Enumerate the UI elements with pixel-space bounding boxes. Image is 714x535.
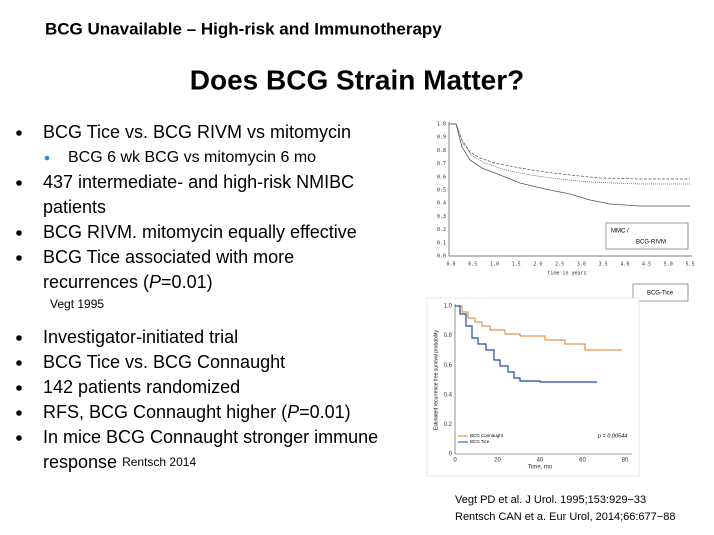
y-tick-label: 0.0 [437,254,446,260]
figure-2: BCG Connaught BCG Tice p = 0.00544 Time,… [426,297,640,477]
bullet-text: BCG Tice vs. BCG RIVM vs mitomycin [43,122,351,142]
text-run: P [149,272,161,292]
text-run: BCG Tice vs. BCG Connaught [43,352,285,372]
bullet-text: patients [43,197,106,217]
y-tick-label: 0 [449,452,453,458]
text-run: 437 intermediate- and high-risk NMIBC [43,172,354,192]
y-tick-label: 0.5 [437,188,446,194]
y-tick-label: 0.2 [444,422,453,428]
bullet-dot [16,230,22,236]
y-tick-label: 0.1 [437,240,446,246]
y-tick-label: 0.6 [444,363,453,369]
x-tick-label: 1.0 [490,262,499,268]
y-tick-label: 0.8 [444,333,453,339]
bullet-dot [16,435,22,441]
bullet-text: BCG Tice vs. BCG Connaught [43,352,285,372]
bullet-dot [16,130,22,136]
text-run: P [287,402,299,422]
text-run: RFS, BCG Connaught higher ( [43,402,287,422]
bullet-text: BCG Tice associated with more [43,247,294,267]
figure-1: MMC / BCG-RIVM BCG-Tice time in years [448,122,692,302]
text-run: patients [43,197,106,217]
bullet-text: In mice BCG Connaught stronger immune [43,427,378,447]
bullet-dot [16,360,22,366]
x-tick-label: 0.0 [446,262,455,268]
y-tick-label: 0.6 [437,174,446,180]
legend-label: BCG Connaught [470,433,504,438]
x-tick-label: 2.0 [533,262,542,268]
text-run: response [43,452,122,472]
x-tick-label: 2.5 [555,262,564,268]
bullet-text: recurrences (P=0.01) [43,272,213,292]
x-tick-label: 5.5 [685,262,694,268]
x-tick-label: 60 [579,458,586,464]
reference: Vegt PD et al. J Urol. 1995;153:929−33 [455,494,646,506]
y-axis-label: Estimated recurrence free survival proba… [433,329,439,430]
x-tick-label: 20 [494,458,501,464]
x-tick-label: 4.5 [642,262,651,268]
text-run: BCG 6 wk BCG vs mitomycin 6 mo [68,149,316,166]
bullet-dot [44,155,50,161]
reference: Rentsch CAN et a. Eur Urol, 2014;66:677−… [455,511,675,523]
bullet-dot [16,255,22,261]
y-tick-label: 0.2 [437,227,446,233]
header-title: BCG Unavailable – High-risk and Immunoth… [45,19,442,38]
y-tick-label: 0.7 [437,161,446,167]
text-run: Rentsch 2014 [122,455,196,469]
x-axis-label: Time, mo [528,465,553,471]
x-tick-label: 3.0 [577,262,586,268]
text-run: =0.01) [161,272,213,292]
x-axis-label: time in years [547,271,586,277]
x-tick-label: 1.5 [512,262,521,268]
legend-label: BCG-Tice [647,291,674,297]
y-tick-label: 0.4 [444,392,453,398]
x-tick-label: 5.0 [664,262,673,268]
y-tick-label: 0.9 [437,135,446,141]
bullet-text: BCG RIVM. mitomycin equally effective [43,222,357,242]
text-run: =0.01) [299,402,351,422]
bullet-text: RFS, BCG Connaught higher (P=0.01) [43,402,351,422]
bullet-text: response Rentsch 2014 [43,452,196,472]
text-run: BCG Tice associated with more [43,247,294,267]
text-run: 142 patients randomized [43,377,240,397]
y-tick-label: 1.0 [437,122,446,128]
bullet-dot [16,410,22,416]
bullet-dot [16,335,22,341]
x-tick-label: 4.0 [620,262,629,268]
text-run: In mice BCG Connaught stronger immune [43,427,378,447]
text-run: BCG RIVM. mitomycin equally effective [43,222,357,242]
bullet-text: 142 patients randomized [43,377,240,397]
legend-label: BCG-RIVM [636,240,666,246]
bullet-text: 437 intermediate- and high-risk NMIBC [43,172,354,192]
y-tick-label: 0.3 [437,214,446,220]
y-tick-label: 1.0 [444,304,453,310]
legend-label: MMC / [611,229,629,235]
bullet-text: BCG 6 wk BCG vs mitomycin 6 mo [68,149,316,166]
bullet-text: Investigator-initiated trial [43,327,238,347]
y-tick-label: 0.4 [437,201,446,207]
x-tick-label: 0 [453,458,457,464]
p-value: p = 0.00544 [597,433,627,439]
y-tick-label: 0.8 [437,148,446,154]
text-run: BCG Tice vs. BCG RIVM vs mitomycin [43,122,351,142]
legend-label: BCG Tice [470,439,490,444]
x-tick-label: 40 [537,458,544,464]
x-tick-label: 80 [622,458,629,464]
bullet-dot [16,385,22,391]
text-run: recurrences ( [43,272,149,292]
bullet-dot [16,180,22,186]
x-tick-label: 3.5 [599,262,608,268]
text-run: Investigator-initiated trial [43,327,238,347]
source-note: Vegt 1995 [50,297,104,311]
slide-title: Does BCG Strain Matter? [190,64,525,95]
x-tick-label: 0.5 [468,262,477,268]
